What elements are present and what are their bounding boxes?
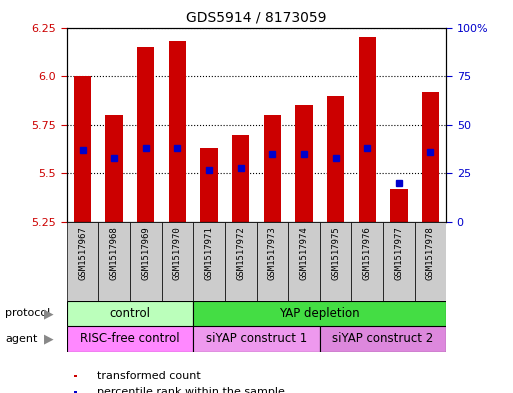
Bar <box>320 326 446 352</box>
Text: GSM1517978: GSM1517978 <box>426 226 435 280</box>
Text: ▶: ▶ <box>44 332 53 345</box>
Bar <box>327 95 344 222</box>
Text: agent: agent <box>5 334 37 344</box>
Bar <box>232 134 249 222</box>
Text: RISC-free control: RISC-free control <box>80 332 180 345</box>
Text: ▶: ▶ <box>44 307 53 320</box>
Bar <box>169 41 186 222</box>
Text: siYAP construct 2: siYAP construct 2 <box>332 332 433 345</box>
Bar <box>106 115 123 222</box>
Bar <box>137 47 154 222</box>
Bar <box>256 222 288 301</box>
Text: GSM1517967: GSM1517967 <box>78 226 87 280</box>
Bar <box>201 148 218 222</box>
Text: percentile rank within the sample: percentile rank within the sample <box>97 387 285 393</box>
Bar <box>288 222 320 301</box>
Title: GDS5914 / 8173059: GDS5914 / 8173059 <box>186 11 327 25</box>
Text: GSM1517972: GSM1517972 <box>236 226 245 280</box>
Bar <box>193 326 320 352</box>
Text: GSM1517970: GSM1517970 <box>173 226 182 280</box>
Bar <box>295 105 312 222</box>
Bar <box>390 189 407 222</box>
Bar <box>264 115 281 222</box>
Text: GSM1517976: GSM1517976 <box>363 226 372 280</box>
Bar <box>320 222 351 301</box>
Bar <box>74 391 77 393</box>
Bar <box>67 222 98 301</box>
Text: control: control <box>109 307 150 320</box>
Bar <box>162 222 193 301</box>
Text: GSM1517975: GSM1517975 <box>331 226 340 280</box>
Text: GSM1517973: GSM1517973 <box>268 226 277 280</box>
Bar <box>422 92 439 222</box>
Text: GSM1517974: GSM1517974 <box>300 226 308 280</box>
Text: GSM1517977: GSM1517977 <box>394 226 403 280</box>
Bar <box>74 375 77 377</box>
Text: YAP depletion: YAP depletion <box>280 307 360 320</box>
Bar <box>98 222 130 301</box>
Bar <box>415 222 446 301</box>
Bar <box>383 222 415 301</box>
Text: siYAP construct 1: siYAP construct 1 <box>206 332 307 345</box>
Text: protocol: protocol <box>5 309 50 318</box>
Bar <box>130 222 162 301</box>
Text: transformed count: transformed count <box>97 371 201 381</box>
Text: GSM1517971: GSM1517971 <box>205 226 213 280</box>
Text: GSM1517968: GSM1517968 <box>110 226 119 280</box>
Bar <box>67 326 193 352</box>
Bar <box>193 301 446 326</box>
Bar <box>359 37 376 222</box>
Bar <box>225 222 256 301</box>
Bar <box>193 222 225 301</box>
Text: GSM1517969: GSM1517969 <box>141 226 150 280</box>
Bar <box>351 222 383 301</box>
Bar <box>74 76 91 222</box>
Bar <box>67 301 193 326</box>
